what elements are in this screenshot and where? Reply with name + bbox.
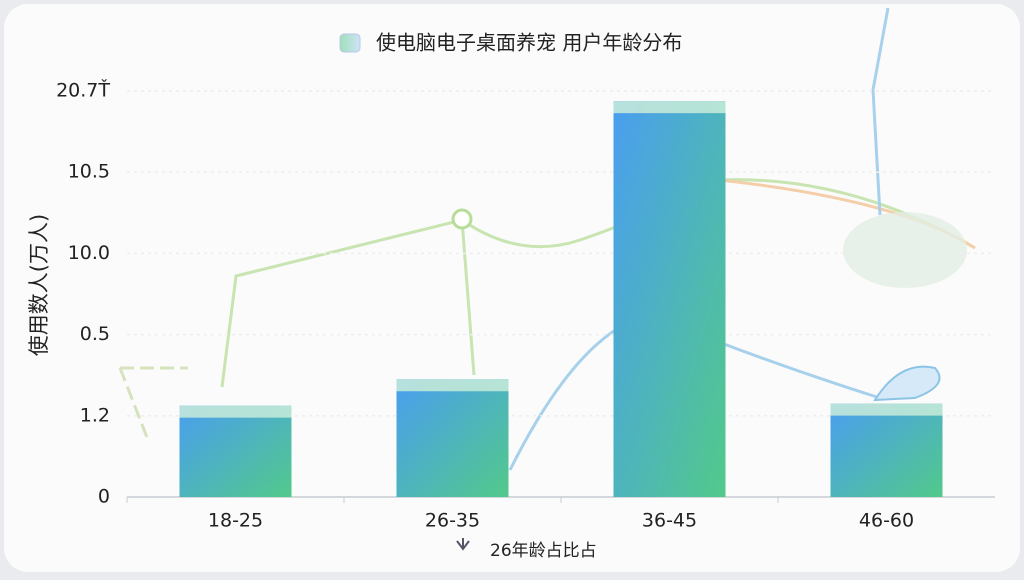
y-tick-label: 10.0 (68, 242, 110, 264)
x-tick-label: 46-60 (859, 510, 914, 532)
x-axis-label: 26年龄占比占 (490, 541, 597, 561)
bar (613, 101, 726, 498)
legend-icon (339, 33, 361, 53)
y-axis-label: 使用数人(万人) (27, 214, 51, 356)
y-tick-label: 20.7Ť (56, 79, 110, 102)
bar (396, 379, 509, 497)
bar-cap (613, 101, 726, 114)
x-tick-label: 36-45 (642, 510, 697, 532)
y-tick-label: 1.2 (80, 404, 110, 426)
x-tick-label: 18-25 (208, 510, 263, 532)
decoration (843, 212, 967, 288)
bar-cap (830, 403, 943, 416)
arrow-icon (456, 538, 470, 551)
y-tick-label: 0.5 (80, 323, 110, 345)
bar (179, 405, 292, 497)
chart-title: 使电脑电子桌面养宠 用户年龄分布 (376, 31, 682, 55)
x-tick-label: 26-35 (425, 510, 480, 532)
decoration (451, 208, 473, 230)
y-tick-label: 0 (98, 486, 110, 508)
bar-cap (179, 405, 292, 418)
y-tick-label: 10.5 (68, 161, 110, 183)
bar-cap (396, 379, 509, 392)
decoration (873, 365, 941, 402)
bar (830, 403, 943, 497)
